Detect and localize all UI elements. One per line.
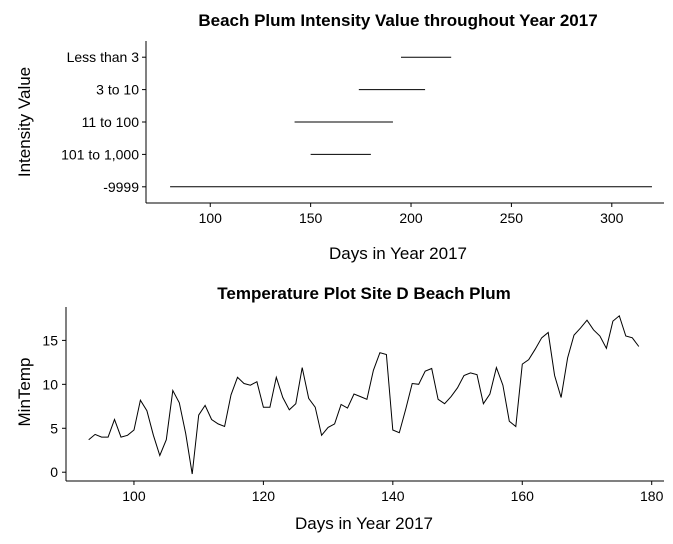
y-axis-ticks: Less than 3 3 to 10 11 to 100 101 to 1,000 -… [61,49,146,195]
x-axis-label: Days in Year 2017 [295,514,433,533]
x-tick-label: 300 [600,210,624,226]
x-tick-label: 100 [199,210,223,226]
x-tick-label: 150 [299,210,323,226]
y-tick-label: 11 to 100 [82,114,140,130]
y-axis-label: Intensity Value [15,67,34,177]
x-tick-label: 180 [640,488,664,504]
series-line [88,314,640,475]
y-axis-ticks: 0 5 10 15 [42,332,66,480]
y-tick-label: 5 [50,420,58,436]
range-segments [170,56,652,188]
y-tick-label: 101 to 1,000 [61,146,139,162]
series-group [88,314,640,475]
y-tick-label: Less than 3 [67,49,140,65]
x-tick-label: 250 [500,210,524,226]
x-tick-label: 160 [511,488,535,504]
chart-title: Temperature Plot Site D Beach Plum [217,284,510,303]
y-tick-label: -9999 [103,179,139,195]
chart-title: Beach Plum Intensity Value throughout Ye… [198,11,597,30]
chart-top: Beach Plum Intensity Value throughout Ye… [15,11,664,263]
y-axis-label: MinTemp [15,358,34,427]
y-tick-label: 10 [42,376,58,392]
chart-bottom: Temperature Plot Site D Beach Plum 0 5 10 1… [15,284,664,533]
x-tick-label: 100 [122,488,146,504]
x-tick-label: 140 [381,488,405,504]
y-tick-label: 15 [42,332,58,348]
x-axis-ticks: 100 120 140 160 180 [122,481,664,504]
x-tick-label: 120 [252,488,276,504]
y-tick-label: 0 [50,464,58,480]
y-tick-label: 3 to 10 [96,82,139,98]
x-axis-ticks: 100 150 200 250 300 [199,203,624,226]
x-tick-label: 200 [399,210,423,226]
x-axis-label: Days in Year 2017 [329,244,467,263]
